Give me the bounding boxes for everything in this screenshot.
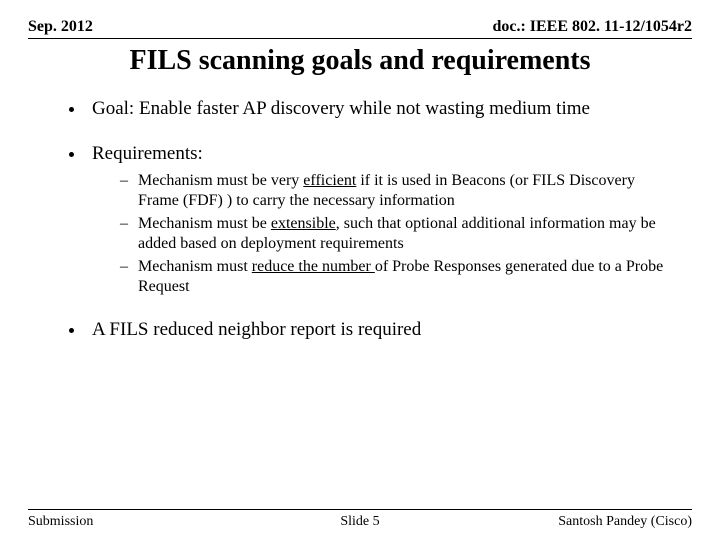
sub-text-pre: Mechanism must be [138, 215, 271, 232]
header-doc-id: doc.: IEEE 802. 11-12/1054r2 [492, 18, 692, 36]
bullet-item: Requirements: Mechanism must be very eff… [86, 142, 672, 296]
bullet-text: Requirements: [92, 143, 203, 164]
footer-row: Submission Slide 5 Santosh Pandey (Cisco… [28, 514, 692, 530]
slide-page: Sep. 2012 doc.: IEEE 802. 11-12/1054r2 F… [0, 0, 720, 540]
header-date: Sep. 2012 [28, 18, 93, 36]
slide-body: Goal: Enable faster AP discovery while n… [28, 97, 692, 342]
bullet-text: Goal: Enable faster AP discovery while n… [92, 98, 590, 119]
footer-center: Slide 5 [28, 514, 692, 530]
sub-item: Mechanism must reduce the number of Prob… [120, 257, 672, 296]
bullet-text: A FILS reduced neighbor report is requir… [92, 319, 421, 340]
sub-text-underline: efficient [303, 172, 356, 189]
bullet-item: A FILS reduced neighbor report is requir… [86, 318, 672, 341]
bullet-list: Goal: Enable faster AP discovery while n… [86, 97, 692, 342]
sub-item: Mechanism must be very efficient if it i… [120, 171, 672, 210]
bullet-item: Goal: Enable faster AP discovery while n… [86, 97, 672, 120]
sub-item: Mechanism must be extensible, such that … [120, 214, 672, 253]
footer-rule [28, 509, 692, 510]
header-rule [28, 38, 692, 39]
sub-text-pre: Mechanism must be very [138, 172, 303, 189]
sub-list: Mechanism must be very efficient if it i… [120, 171, 672, 296]
sub-text-underline: reduce the number [252, 258, 375, 275]
sub-text-pre: Mechanism must [138, 258, 252, 275]
header-row: Sep. 2012 doc.: IEEE 802. 11-12/1054r2 [28, 18, 692, 38]
slide-title: FILS scanning goals and requirements [28, 45, 692, 77]
sub-text-underline: extensible [271, 215, 336, 232]
